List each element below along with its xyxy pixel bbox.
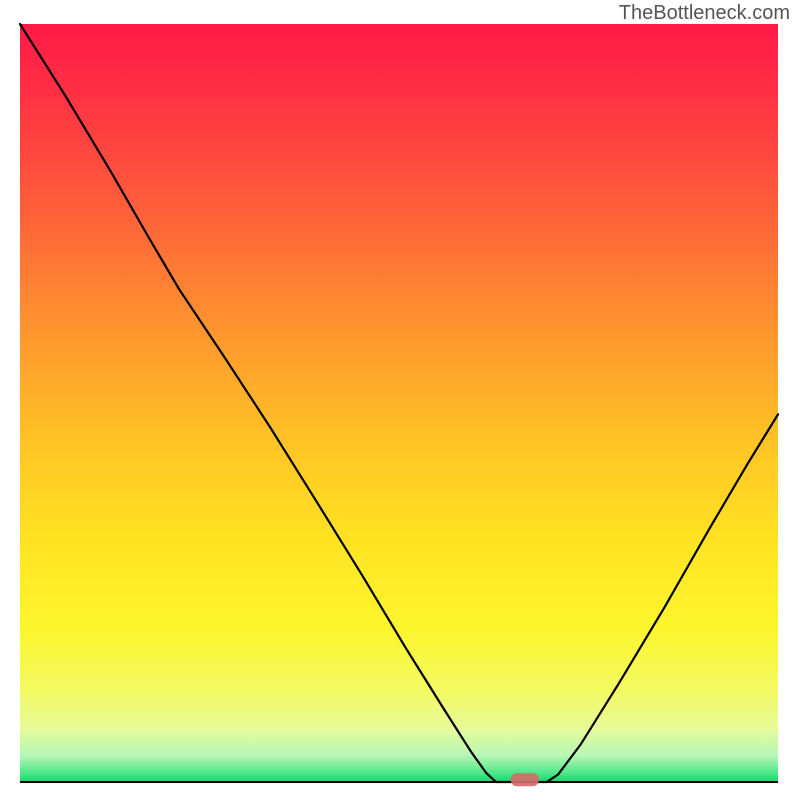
chart-container: TheBottleneck.com bbox=[0, 0, 800, 800]
plot-background bbox=[20, 24, 778, 782]
bottleneck-chart bbox=[0, 0, 800, 800]
optimum-marker bbox=[511, 773, 539, 786]
